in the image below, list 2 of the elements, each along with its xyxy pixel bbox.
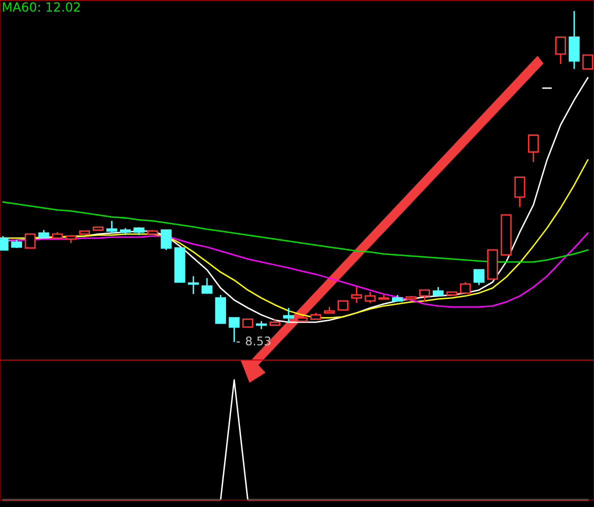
annotation: 8.53 [246,336,270,346]
annotation: MA60: 12.02 [3,2,80,12]
